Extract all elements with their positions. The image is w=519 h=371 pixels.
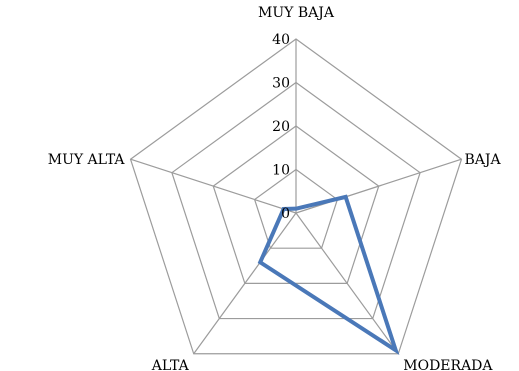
radar-series (257, 194, 400, 356)
spoke-baja (295, 158, 462, 214)
tick-label-20: 20 (272, 119, 290, 135)
category-label-moderada: MODERADA (403, 358, 493, 371)
grid-ring-40 (129, 38, 463, 355)
tick-label-30: 30 (272, 76, 290, 92)
series-line-0 (257, 194, 400, 356)
grid-ring-10 (253, 168, 339, 249)
spoke-moderada (295, 212, 399, 355)
spoke-muy-alta (130, 158, 297, 214)
category-label-muy-baja: MUY BAJA (258, 5, 335, 21)
category-labels: MUY BAJA BAJA MODERADA ALTA MUY ALTA (48, 5, 502, 371)
tick-label-0: 0 (281, 206, 290, 222)
category-label-baja: BAJA (464, 152, 501, 168)
category-label-alta: ALTA (151, 358, 190, 371)
grid-ring-30 (171, 81, 421, 320)
tick-label-10: 10 (272, 163, 290, 179)
category-label-muy-alta: MUY ALTA (48, 152, 126, 168)
radial-tick-labels: 0 10 20 30 40 (272, 32, 290, 222)
radar-grid (129, 38, 463, 355)
tick-label-40: 40 (272, 32, 290, 48)
spoke-alta (193, 212, 297, 355)
